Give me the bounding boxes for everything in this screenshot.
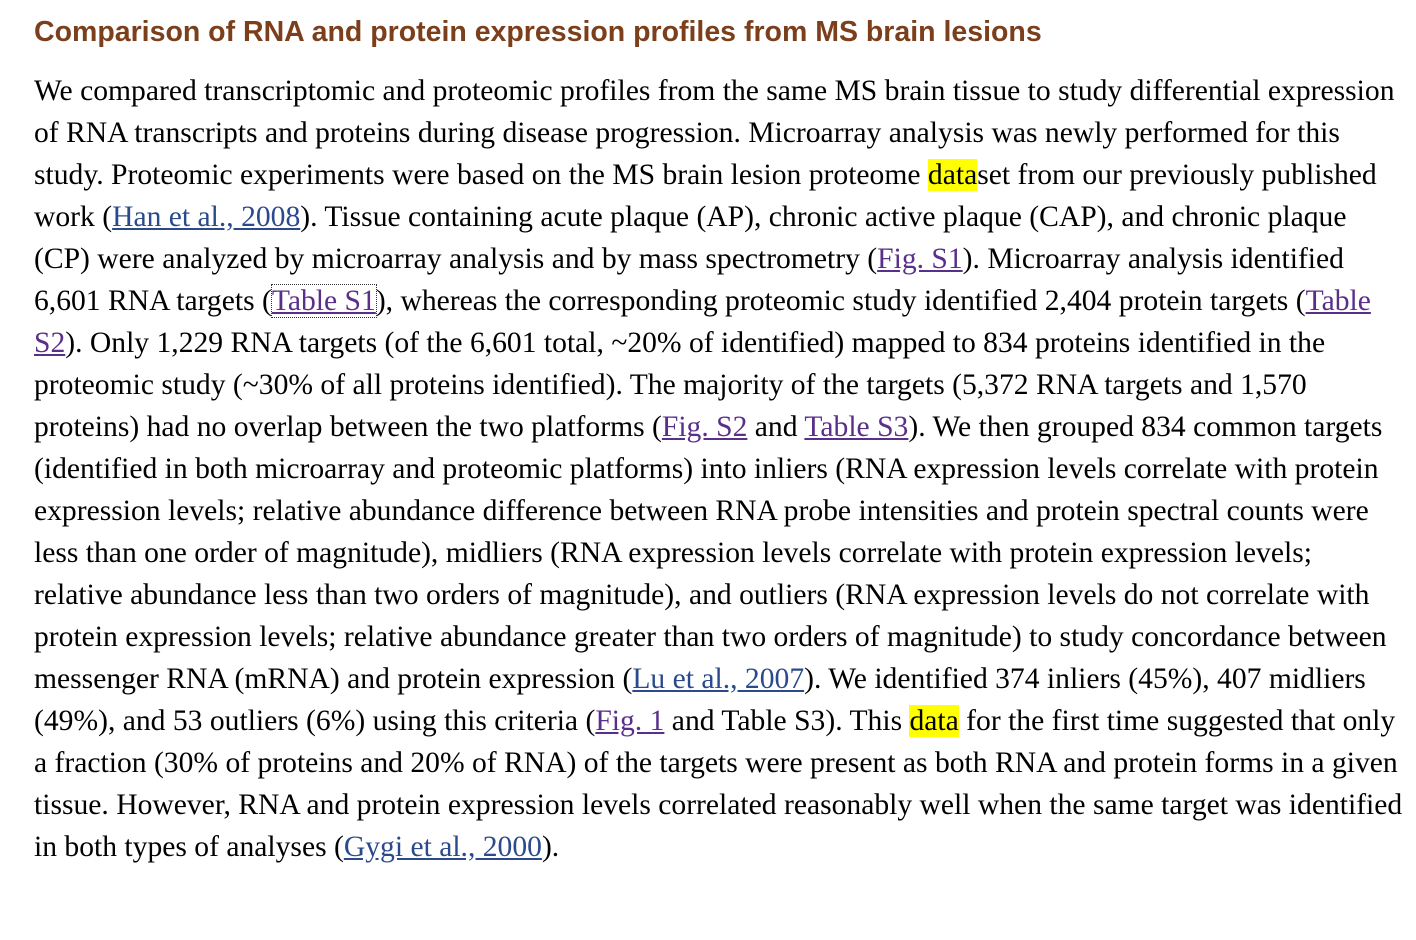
figure-link-fig-s1[interactable]: Fig. S1: [877, 243, 963, 275]
paragraph-text: We compared transcriptomic and proteomic…: [34, 75, 1395, 191]
figure-link-fig-1[interactable]: Fig. 1: [595, 705, 665, 737]
body-paragraph: We compared transcriptomic and proteomic…: [34, 70, 1404, 868]
paragraph-text: ).: [541, 831, 560, 863]
paragraph-text: for the first time suggested that only a…: [34, 705, 1403, 863]
paragraph-text: and Table S3). This: [664, 705, 910, 737]
table-link-table-s2[interactable]: Table S2: [34, 285, 1371, 359]
paragraph-text: ), whereas the corresponding proteomic s…: [375, 285, 1306, 317]
paragraph-text: set from our previously published work (: [34, 159, 1377, 233]
paragraph-text: and: [747, 411, 805, 443]
search-highlight: data: [909, 705, 959, 737]
paragraph-text: ). Microarray analysis identified 6,601 …: [34, 243, 1344, 317]
table-link-table-s1[interactable]: Table S1: [270, 284, 377, 318]
paragraph-text: ). Tissue containing acute plaque (AP), …: [34, 201, 1347, 275]
paragraph-text: ). We then grouped 834 common targets (i…: [34, 411, 1387, 695]
figure-link-fig-s2[interactable]: Fig. S2: [661, 411, 748, 443]
table-link-table-s3[interactable]: Table S3: [804, 411, 909, 443]
citation-link-gygi-2000[interactable]: Gygi et al., 2000: [343, 831, 542, 863]
paragraph-text: ). Only 1,229 RNA targets (of the 6,601 …: [34, 327, 1326, 443]
citation-link-lu-2007[interactable]: Lu et al., 2007: [632, 663, 805, 695]
search-highlight: data: [927, 159, 978, 191]
paragraph-text: ). We identified 374 inliers (45%), 407 …: [34, 663, 1366, 737]
citation-link-han-2008[interactable]: Han et al., 2008: [112, 201, 301, 233]
section-heading: Comparison of RNA and protein expression…: [34, 16, 1042, 48]
